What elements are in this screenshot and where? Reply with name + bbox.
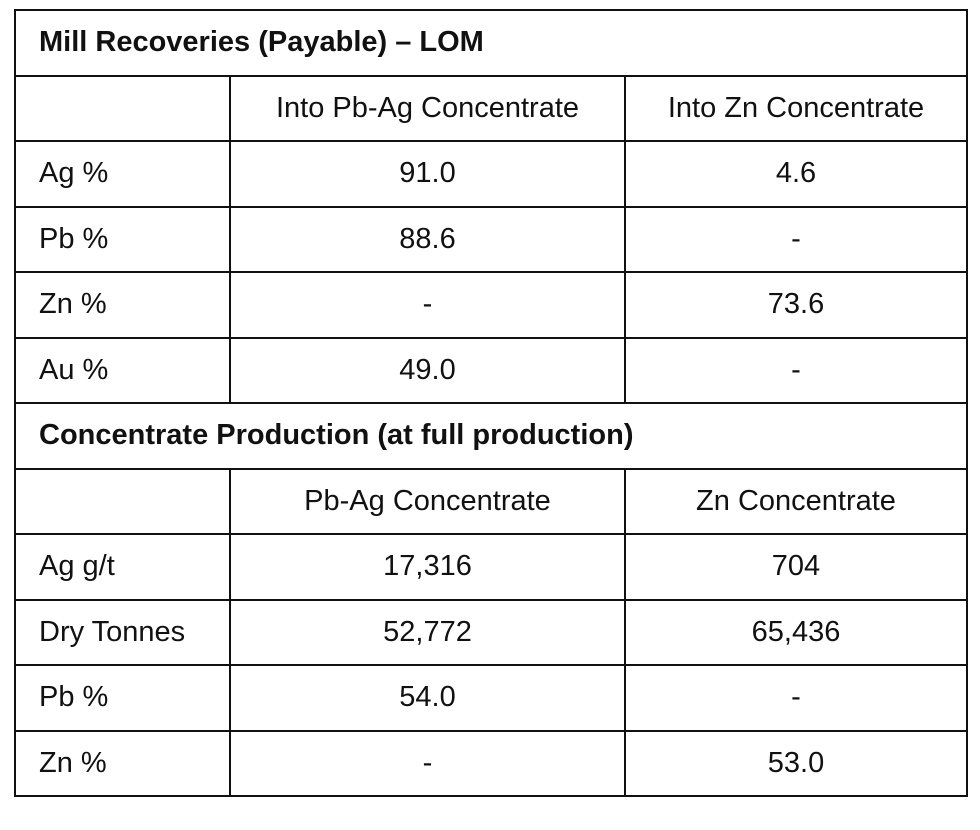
- header-row: Into Pb-Ag Concentrate Into Zn Concentrat…: [14, 74, 968, 142]
- table-cell: 54.0: [229, 664, 626, 732]
- table-cell: 65,436: [624, 598, 968, 666]
- column-header: Into Pb-Ag Concentrate: [229, 74, 626, 142]
- row-label: Zn %: [14, 271, 231, 339]
- table-row: Pb % 54.0-: [14, 664, 968, 732]
- table-cell: 53.0: [624, 729, 968, 797]
- row-label: Pb %: [14, 664, 231, 732]
- section-title-row: Concentrate Production (at full producti…: [14, 402, 968, 470]
- section-title: Concentrate Production (at full producti…: [14, 402, 968, 470]
- recoveries-production-table: Mill Recoveries (Payable) – LOM Into Pb-A…: [14, 9, 968, 797]
- table-cell: -: [229, 271, 626, 339]
- table-cell: 704: [624, 533, 968, 601]
- table-cell: -: [624, 336, 968, 404]
- table-row: Ag % 91.0 4.6: [14, 140, 968, 208]
- row-label: Zn %: [14, 729, 231, 797]
- section-title: Mill Recoveries (Payable) – LOM: [14, 9, 968, 77]
- header-row: Pb-Ag Concentrate Zn Concentrate: [14, 467, 968, 535]
- column-header: [14, 74, 231, 142]
- row-label: Ag %: [14, 140, 231, 208]
- table-cell: 52,772: [229, 598, 626, 666]
- table-cell: -: [624, 664, 968, 732]
- table-cell: -: [624, 205, 968, 273]
- table-row: Pb % 88.6-: [14, 205, 968, 273]
- row-label: Ag g/t: [14, 533, 231, 601]
- row-label: Dry Tonnes: [14, 598, 231, 666]
- table-row: Ag g/t 17,316 704: [14, 533, 968, 601]
- table-row: Zn % -73.6: [14, 271, 968, 339]
- table-cell: 88.6: [229, 205, 626, 273]
- table-row: Dry Tonnes 52,772 65,436: [14, 598, 968, 666]
- table-row: Zn % -53.0: [14, 729, 968, 797]
- column-header: [14, 467, 231, 535]
- column-header: Into Zn Concentrate: [624, 74, 968, 142]
- section-title-row: Mill Recoveries (Payable) – LOM: [14, 9, 968, 77]
- column-header: Pb-Ag Concentrate: [229, 467, 626, 535]
- table-cell: 49.0: [229, 336, 626, 404]
- table-cell: 91.0: [229, 140, 626, 208]
- row-label: Au %: [14, 336, 231, 404]
- column-header: Zn Concentrate: [624, 467, 968, 535]
- table-cell: 17,316: [229, 533, 626, 601]
- table-cell: 73.6: [624, 271, 968, 339]
- table-cell: -: [229, 729, 626, 797]
- row-label: Pb %: [14, 205, 231, 273]
- table-row: Au % 49.0-: [14, 336, 968, 404]
- table-cell: 4.6: [624, 140, 968, 208]
